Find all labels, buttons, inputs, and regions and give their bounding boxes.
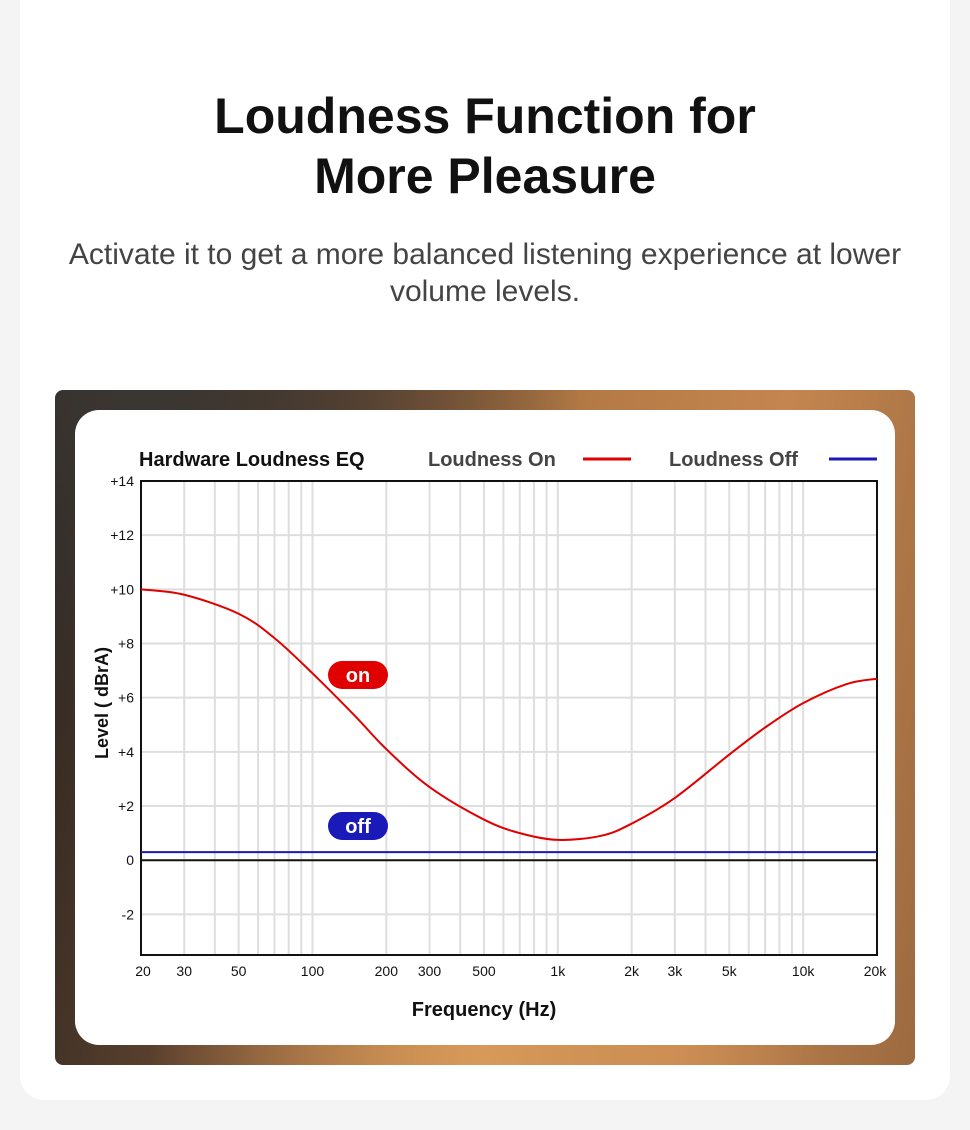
y-tick-label: +4 — [118, 744, 134, 760]
x-tick-label: 200 — [375, 963, 399, 979]
y-tick-label: +2 — [118, 798, 134, 814]
legend-label-off: Loudness Off — [669, 449, 798, 471]
x-tick-label: 2k — [624, 963, 640, 979]
badge-on: on — [328, 661, 388, 689]
label-layer: +14 +12 +10 +8 +6 +4 +2 0 -2 20 30 50 100 200 300 500 1k… — [92, 449, 887, 1021]
y-tick-label: +8 — [118, 636, 134, 652]
page-title: Loudness Function for More Pleasure — [0, 86, 970, 206]
badge-text: off — [345, 816, 371, 838]
chart-title: Hardware Loudness EQ — [139, 449, 365, 471]
title-line-1: Loudness Function for — [214, 88, 756, 144]
page-subtitle: Activate it to get a more balanced liste… — [68, 238, 902, 308]
series-line-on — [140, 588, 878, 841]
x-tick-label: 500 — [472, 963, 496, 979]
x-tick-label: 3k — [667, 963, 683, 979]
x-tick-label: 10k — [792, 963, 816, 979]
x-axis-label: Frequency (Hz) — [412, 999, 556, 1021]
y-axis-label: Level ( dBrA) — [92, 647, 112, 759]
y-tick-label: +14 — [110, 473, 134, 489]
plot-frame — [140, 480, 878, 956]
x-tick-label: 5k — [722, 963, 738, 979]
x-tick-label: 20 — [135, 963, 151, 979]
x-tick-label: 50 — [231, 963, 247, 979]
badge-off: off — [328, 812, 388, 840]
axis-layer — [140, 480, 878, 956]
y-tick-label: +10 — [110, 581, 134, 597]
series-layer — [140, 588, 878, 854]
y-tick-label: +12 — [110, 527, 134, 543]
y-tick-label: +6 — [118, 690, 134, 706]
x-tick-label: 20k — [864, 963, 888, 979]
title-line-2: More Pleasure — [314, 148, 656, 204]
chart-panel — [75, 410, 895, 1045]
badge-bg — [328, 661, 388, 689]
y-tick-label: 0 — [126, 852, 134, 868]
x-tick-label: 1k — [550, 963, 566, 979]
badge-text: on — [346, 665, 370, 687]
badge-bg — [328, 812, 388, 840]
x-tick-label: 100 — [301, 963, 325, 979]
legend-label-on: Loudness On — [428, 449, 556, 471]
x-tick-label: 300 — [418, 963, 442, 979]
y-tick-label: -2 — [122, 906, 135, 922]
grid-layer — [141, 480, 877, 955]
x-tick-label: 30 — [176, 963, 192, 979]
